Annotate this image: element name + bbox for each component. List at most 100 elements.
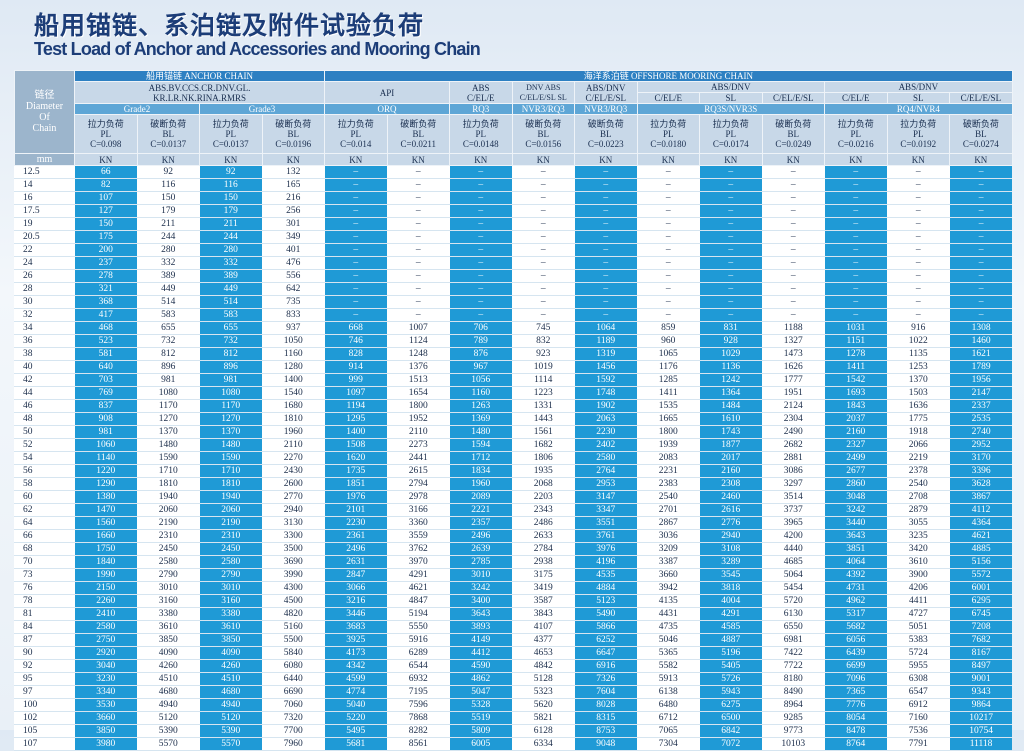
header-text: Chain: [32, 123, 57, 134]
load-cell: –: [449, 295, 513, 309]
load-cell: 3175: [511, 568, 575, 582]
table-row: 32 417 583 583 833– – – – – – – – – – –: [14, 308, 1013, 322]
load-cell: 2639: [449, 542, 513, 556]
table-row: 26 278 389 389 556– – – – – – – – – – –: [14, 269, 1013, 283]
load-cell: 6547: [886, 685, 950, 699]
load-cell: –: [636, 295, 700, 309]
load-cell: 7536: [886, 724, 950, 738]
table-row: 56 1220 1710 1710 2430 1735 2615 1834 1935 2764 22…: [14, 464, 1013, 478]
load-cell: 6712: [636, 711, 700, 725]
table-row: 76 2150 3010 3010 4300 3066 4621 3242 3419 4884 39…: [14, 581, 1013, 595]
header-text: C=0.014: [340, 139, 372, 149]
load-cell: 4364: [949, 516, 1013, 530]
load-cell: –: [761, 295, 825, 309]
load-cell: 7722: [761, 659, 825, 673]
load-cell: –: [636, 204, 700, 218]
load-cell: 1748: [574, 386, 638, 400]
load-cell: 5582: [636, 659, 700, 673]
load-cell: –: [949, 191, 1013, 205]
load-cell: –: [449, 204, 513, 218]
load-cell: 2060: [136, 503, 200, 517]
table-row: 40 640 896 896 1280 914 1376 967 1019 1456 1176 113…: [14, 360, 1013, 374]
load-cell: 1263: [449, 399, 513, 413]
load-cell: 1935: [511, 464, 575, 478]
load-cell: 5681: [324, 737, 388, 751]
load-cell: 8561: [386, 737, 450, 751]
table-row: 19 150 211 211 301– – – – – – – – – – –: [14, 217, 1013, 231]
load-cell: 1789: [949, 360, 1013, 374]
load-cell: 4004: [699, 594, 763, 608]
load-cell: 4862: [449, 672, 513, 686]
load-cell: 2063: [574, 412, 638, 426]
society-sub: SL: [886, 92, 951, 104]
load-cell: 3086: [761, 464, 825, 478]
load-cell: 1877: [699, 438, 763, 452]
load-cell: 1810: [261, 412, 325, 426]
table-row: 20.5 175 244 244 349– – – – – – – – – – –: [14, 230, 1013, 244]
load-cell: 1775: [886, 412, 950, 426]
load-cell: 1810: [136, 477, 200, 491]
table-row: 70 1840 2580 2580 3690 2631 3970 2785 2938 4196 33…: [14, 555, 1013, 569]
diameter-cell: 28: [14, 282, 75, 296]
diameter-cell: 95: [14, 672, 75, 686]
load-cell: 5047: [449, 685, 513, 699]
header-text: BL: [787, 129, 800, 139]
society-header: DNV ABS C/EL/E/SL SL: [511, 81, 576, 104]
diameter-cell: 52: [14, 438, 75, 452]
header-text: 破断负荷: [400, 119, 437, 129]
table-row: 14 82 116 116 165– – – – – – – – – – –: [14, 178, 1013, 192]
load-cell: –: [636, 230, 700, 244]
load-cell: 1480: [136, 438, 200, 452]
load-cell: 2940: [261, 503, 325, 517]
load-cell: –: [761, 256, 825, 270]
load-cell: 999: [324, 373, 388, 387]
load-cell: 3643: [824, 529, 888, 543]
load-cell: 280: [136, 243, 200, 257]
load-cell: 896: [199, 360, 262, 374]
load-cell: –: [511, 217, 575, 231]
load-cell: –: [574, 178, 638, 192]
load-cell: –: [886, 178, 950, 192]
load-cell: 2273: [386, 438, 450, 452]
load-cell: 389: [199, 269, 262, 283]
header-text: 链径: [34, 90, 55, 101]
load-cell: 2066: [886, 438, 950, 452]
diameter-cell: 56: [14, 464, 75, 478]
load-cell: 200: [74, 243, 137, 257]
load-cell: 4300: [261, 581, 325, 595]
load-cell: 2310: [136, 529, 200, 543]
column-header: 拉力负荷 PL C=0.0216: [824, 114, 888, 154]
load-cell: 4962: [824, 594, 888, 608]
load-cell: –: [824, 191, 888, 205]
diameter-cell: 107: [14, 737, 75, 751]
load-cell: 1682: [511, 438, 575, 452]
load-cell: 937: [261, 321, 325, 335]
load-cell: 6544: [386, 659, 450, 673]
load-cell: 789: [449, 334, 513, 348]
load-cell: 2110: [261, 438, 325, 452]
table-row: 100 3530 4940 4940 7060 5040 7596 5328 5620 8028 6…: [14, 698, 1013, 712]
load-cell: 1590: [136, 451, 200, 465]
load-cell: –: [699, 204, 763, 218]
load-cell: 3216: [324, 594, 388, 608]
load-cell: 2203: [511, 490, 575, 504]
header-text: C=0.098: [90, 139, 122, 149]
load-cell: –: [574, 269, 638, 283]
load-cell: –: [886, 308, 950, 322]
load-cell: 1114: [511, 373, 575, 387]
load-cell: –: [761, 269, 825, 283]
load-cell: 4500: [261, 594, 325, 608]
load-cell: –: [324, 178, 388, 192]
load-cell: 2580: [574, 451, 638, 465]
load-cell: 3380: [199, 607, 262, 621]
load-cell: 2147: [949, 386, 1013, 400]
load-cell: 1136: [699, 360, 763, 374]
load-cell: 3737: [761, 503, 825, 517]
load-cell: 655: [136, 321, 200, 335]
load-cell: 2083: [636, 451, 700, 465]
unit-header: KN: [449, 153, 513, 166]
load-cell: 4535: [574, 568, 638, 582]
load-cell: 1636: [886, 399, 950, 413]
load-cell: 1665: [636, 412, 700, 426]
load-cell: –: [511, 282, 575, 296]
